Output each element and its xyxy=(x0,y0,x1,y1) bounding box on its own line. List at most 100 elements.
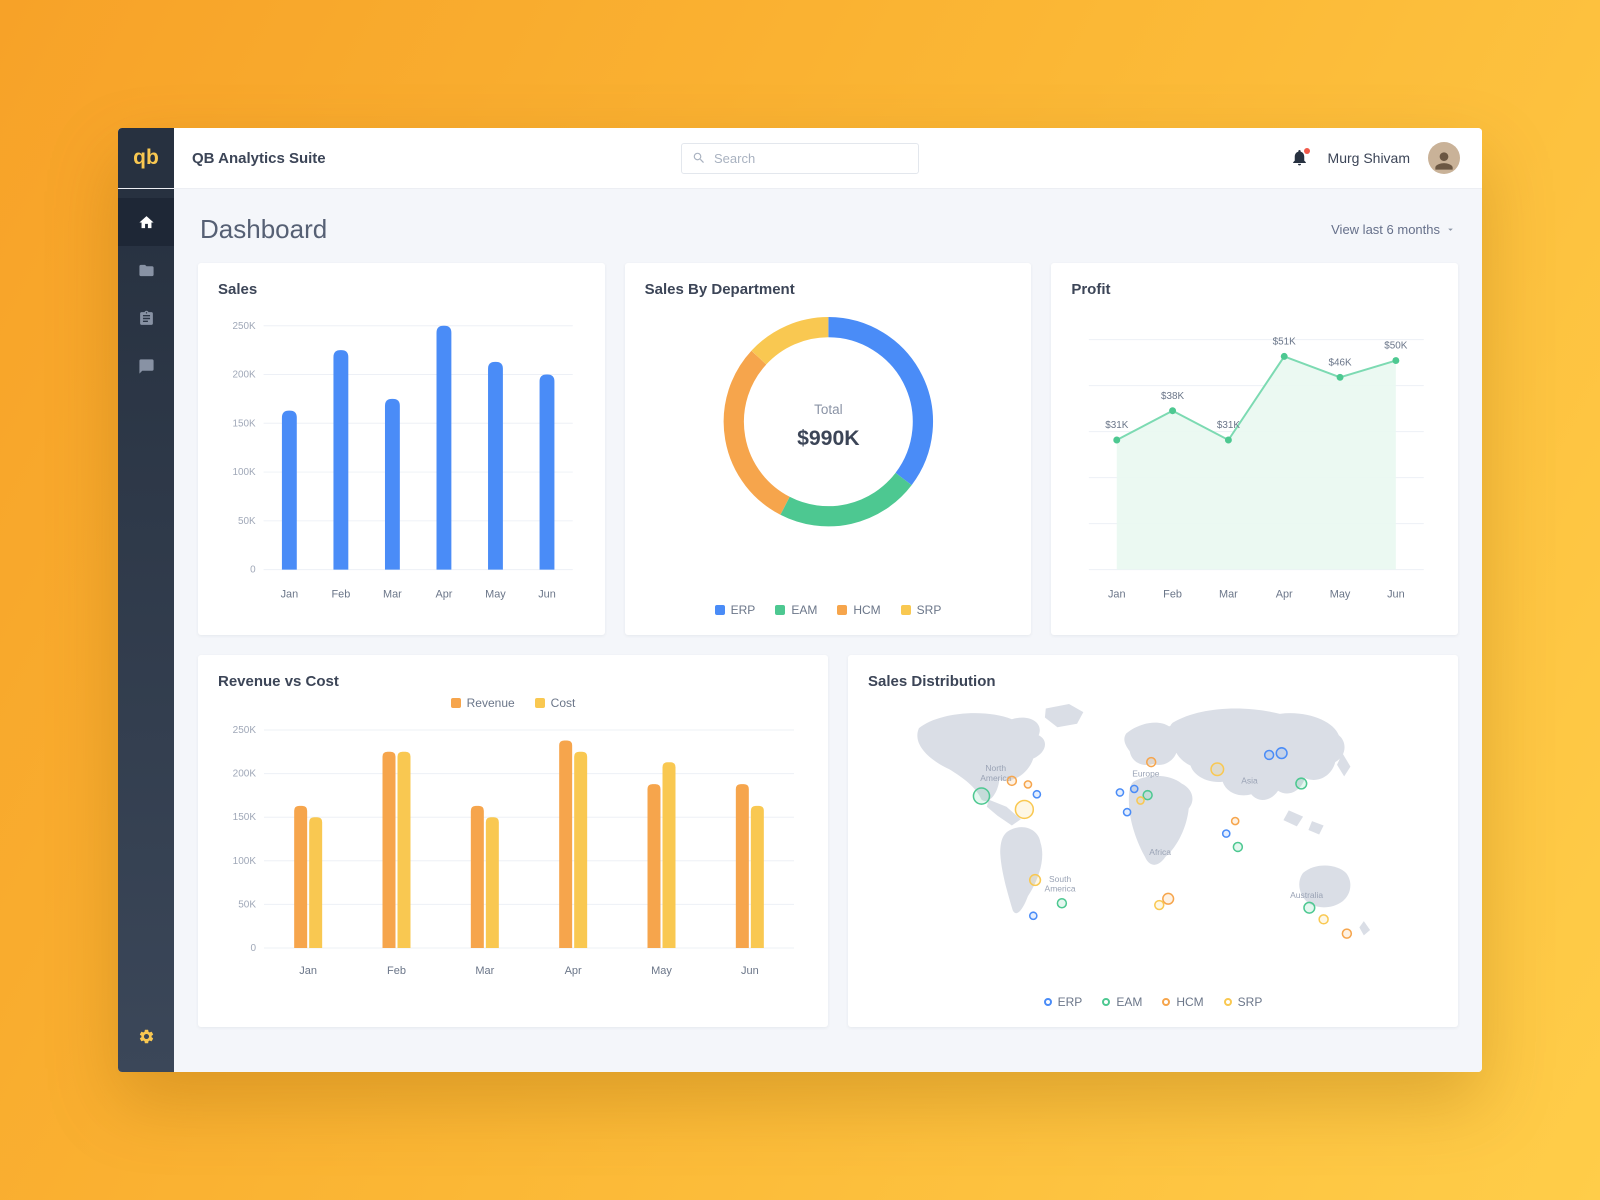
revenue-vs-cost-card: Revenue vs Cost Revenue Cost 0 50K 100K 150K… xyxy=(198,655,828,1027)
svg-text:$51K: $51K xyxy=(1273,337,1297,348)
home-icon xyxy=(138,215,154,228)
svg-text:Jun: Jun xyxy=(741,965,759,977)
svg-text:250K: 250K xyxy=(233,321,257,332)
svg-text:Australia: Australia xyxy=(1290,890,1323,900)
card-title-sales: Sales xyxy=(218,281,258,298)
app-window: qb QB Analytics Suite Murg Shivam xyxy=(118,128,1482,1072)
card-title-profit: Profit xyxy=(1071,281,1111,298)
legend-label: ERP xyxy=(730,603,756,617)
sidebar-item-reports[interactable] xyxy=(118,294,174,342)
chat-icon xyxy=(138,358,154,374)
world-map-continents xyxy=(917,704,1371,936)
legend-label: Revenue xyxy=(466,696,515,710)
profit-card: Profit $31K Jan $38K Feb $31K Mar $51K Apr $46K M… xyxy=(1051,263,1458,635)
svg-text:Mar: Mar xyxy=(1219,588,1238,600)
svg-text:North: North xyxy=(985,763,1006,773)
legend-swatch xyxy=(775,605,786,615)
legend-swatch xyxy=(450,698,461,708)
sidebar-spacer xyxy=(118,390,174,1012)
svg-text:South: South xyxy=(1049,874,1071,884)
svg-text:50K: 50K xyxy=(238,516,256,527)
bell-icon xyxy=(1292,149,1306,166)
legend-item: HCM xyxy=(837,603,881,617)
svg-text:$46K: $46K xyxy=(1329,357,1353,368)
card-title-sales-by-department: Sales By Department xyxy=(644,281,795,298)
legend-item: SRP xyxy=(1223,995,1263,1009)
svg-text:$31K: $31K xyxy=(1106,420,1130,431)
legend-item: ERP xyxy=(714,603,756,617)
avatar[interactable] xyxy=(1428,142,1460,174)
card-title-sales-distribution: Sales Distribution xyxy=(868,673,996,690)
legend-label: EAM xyxy=(1116,995,1143,1009)
legend-item: Cost xyxy=(534,696,576,710)
svg-text:250K: 250K xyxy=(233,725,257,736)
svg-text:0: 0 xyxy=(250,565,256,576)
legend-label: HCM xyxy=(1176,995,1204,1009)
sales-card: Sales 0 50K 100K 150K 200K 250K Jan Feb Mar Apr Ma… xyxy=(198,263,605,635)
legend-label: ERP xyxy=(1057,995,1083,1009)
legend-item: HCM xyxy=(1162,995,1204,1009)
svg-text:Jan: Jan xyxy=(299,965,317,977)
svg-text:Apr: Apr xyxy=(435,588,452,600)
main-content: Dashboard View last 6 months Sales 0 50K 1… xyxy=(174,188,1482,1072)
legend-label: SRP xyxy=(1237,995,1263,1009)
svg-text:Feb: Feb xyxy=(387,965,406,977)
app-logo[interactable]: qb xyxy=(118,128,174,188)
search-input[interactable] xyxy=(714,150,908,166)
svg-text:Feb: Feb xyxy=(331,588,350,600)
svg-text:May: May xyxy=(651,965,672,977)
legend-item: Revenue xyxy=(450,696,515,710)
svg-text:150K: 150K xyxy=(233,812,257,823)
gear-icon xyxy=(139,1029,153,1043)
sidebar-item-home[interactable] xyxy=(118,198,174,246)
svg-text:Africa: Africa xyxy=(1149,847,1171,857)
svg-text:0: 0 xyxy=(250,943,256,954)
date-range-filter[interactable]: View last 6 months xyxy=(1331,222,1456,237)
donut-legend: ERP EAM HCM SRP xyxy=(645,597,1012,617)
user-name[interactable]: Murg Shivam xyxy=(1327,150,1410,166)
legend-item: SRP xyxy=(900,603,941,617)
sidebar-item-folder[interactable] xyxy=(118,246,174,294)
svg-text:America: America xyxy=(1045,884,1076,894)
legend-item: EAM xyxy=(775,603,817,617)
svg-text:Apr: Apr xyxy=(565,965,582,977)
map-legend: ERP EAM HCM SRP xyxy=(868,989,1438,1009)
svg-text:Asia: Asia xyxy=(1241,776,1258,786)
legend-label: HCM xyxy=(853,603,881,617)
search-icon xyxy=(693,152,704,163)
sidebar-item-settings[interactable] xyxy=(118,1012,174,1060)
map-markers-layer: NorthAmericaSouthAmericaEuropeAfricaAsia… xyxy=(972,747,1353,939)
sales-by-department-card: Sales By Department Total $990K ERP EAM HCM… xyxy=(624,263,1032,635)
svg-text:50K: 50K xyxy=(238,899,256,910)
svg-text:Jun: Jun xyxy=(1387,588,1405,600)
top-bar: qb QB Analytics Suite Murg Shivam xyxy=(118,128,1482,188)
svg-text:May: May xyxy=(485,588,506,600)
svg-text:100K: 100K xyxy=(233,467,257,478)
legend-swatch xyxy=(714,605,725,615)
chevron-down-icon xyxy=(1448,228,1453,231)
legend-label: Cost xyxy=(550,696,576,710)
sales-bar-chart: 0 50K 100K 150K 200K 250K Jan Feb Mar Apr May Jun xyxy=(233,321,573,600)
sidebar xyxy=(118,188,174,1072)
world-map-chart: NorthAmericaSouthAmericaEuropeAfricaAsia… xyxy=(917,704,1371,939)
svg-text:Feb: Feb xyxy=(1164,588,1183,600)
svg-text:Europe: Europe xyxy=(1132,768,1160,778)
notifications-bell[interactable] xyxy=(1290,148,1310,168)
svg-text:200K: 200K xyxy=(233,769,257,780)
department-donut-chart: Total $990K xyxy=(723,317,933,527)
legend-swatch xyxy=(900,605,911,615)
revenue-cost-bar-chart: 0 50K 100K 150K 200K 250K Jan Feb Mar Apr May Jun xyxy=(233,725,794,977)
legend-item: EAM xyxy=(1102,995,1142,1009)
date-range-label: View last 6 months xyxy=(1331,222,1440,237)
legend-item: ERP xyxy=(1043,995,1083,1009)
svg-text:$31K: $31K xyxy=(1217,420,1241,431)
notification-dot xyxy=(1303,148,1310,154)
svg-text:100K: 100K xyxy=(233,856,257,867)
svg-text:America: America xyxy=(980,773,1011,783)
user-avatar-icon xyxy=(1435,152,1453,170)
svg-text:Jan: Jan xyxy=(281,588,299,600)
search-box[interactable] xyxy=(681,142,919,174)
legend-swatch xyxy=(534,698,545,708)
sidebar-item-messages[interactable] xyxy=(118,342,174,390)
legend-swatch xyxy=(1102,998,1111,1006)
